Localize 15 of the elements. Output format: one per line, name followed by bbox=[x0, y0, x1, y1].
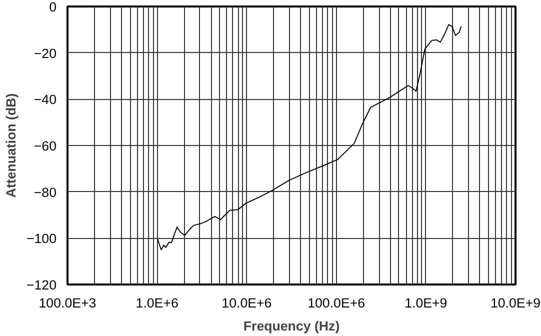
y-tick-label: −80 bbox=[34, 184, 56, 200]
x-tick-label: 100.0E+3 bbox=[38, 296, 96, 310]
x-tick-label: 1.0E+9 bbox=[404, 296, 448, 310]
x-tick-label: 1.0E+6 bbox=[136, 296, 178, 310]
x-tick-label: 100.0E+6 bbox=[308, 296, 366, 310]
y-tick-label: −60 bbox=[34, 138, 56, 154]
y-tick-label: −100 bbox=[26, 231, 57, 246]
y-tick-label: −20 bbox=[34, 46, 56, 61]
y-tick-label: 0 bbox=[49, 0, 57, 14]
x-tick-label: 10.0E+6 bbox=[222, 296, 272, 310]
y-tick-label: −120 bbox=[26, 278, 57, 292]
x-tick-label: 10.0E+9 bbox=[490, 296, 541, 310]
x-axis-title: Frequency (Hz) bbox=[243, 318, 340, 334]
y-tick-label: −40 bbox=[34, 92, 56, 108]
y-axis-title: Attenuation (dB) bbox=[3, 93, 18, 198]
